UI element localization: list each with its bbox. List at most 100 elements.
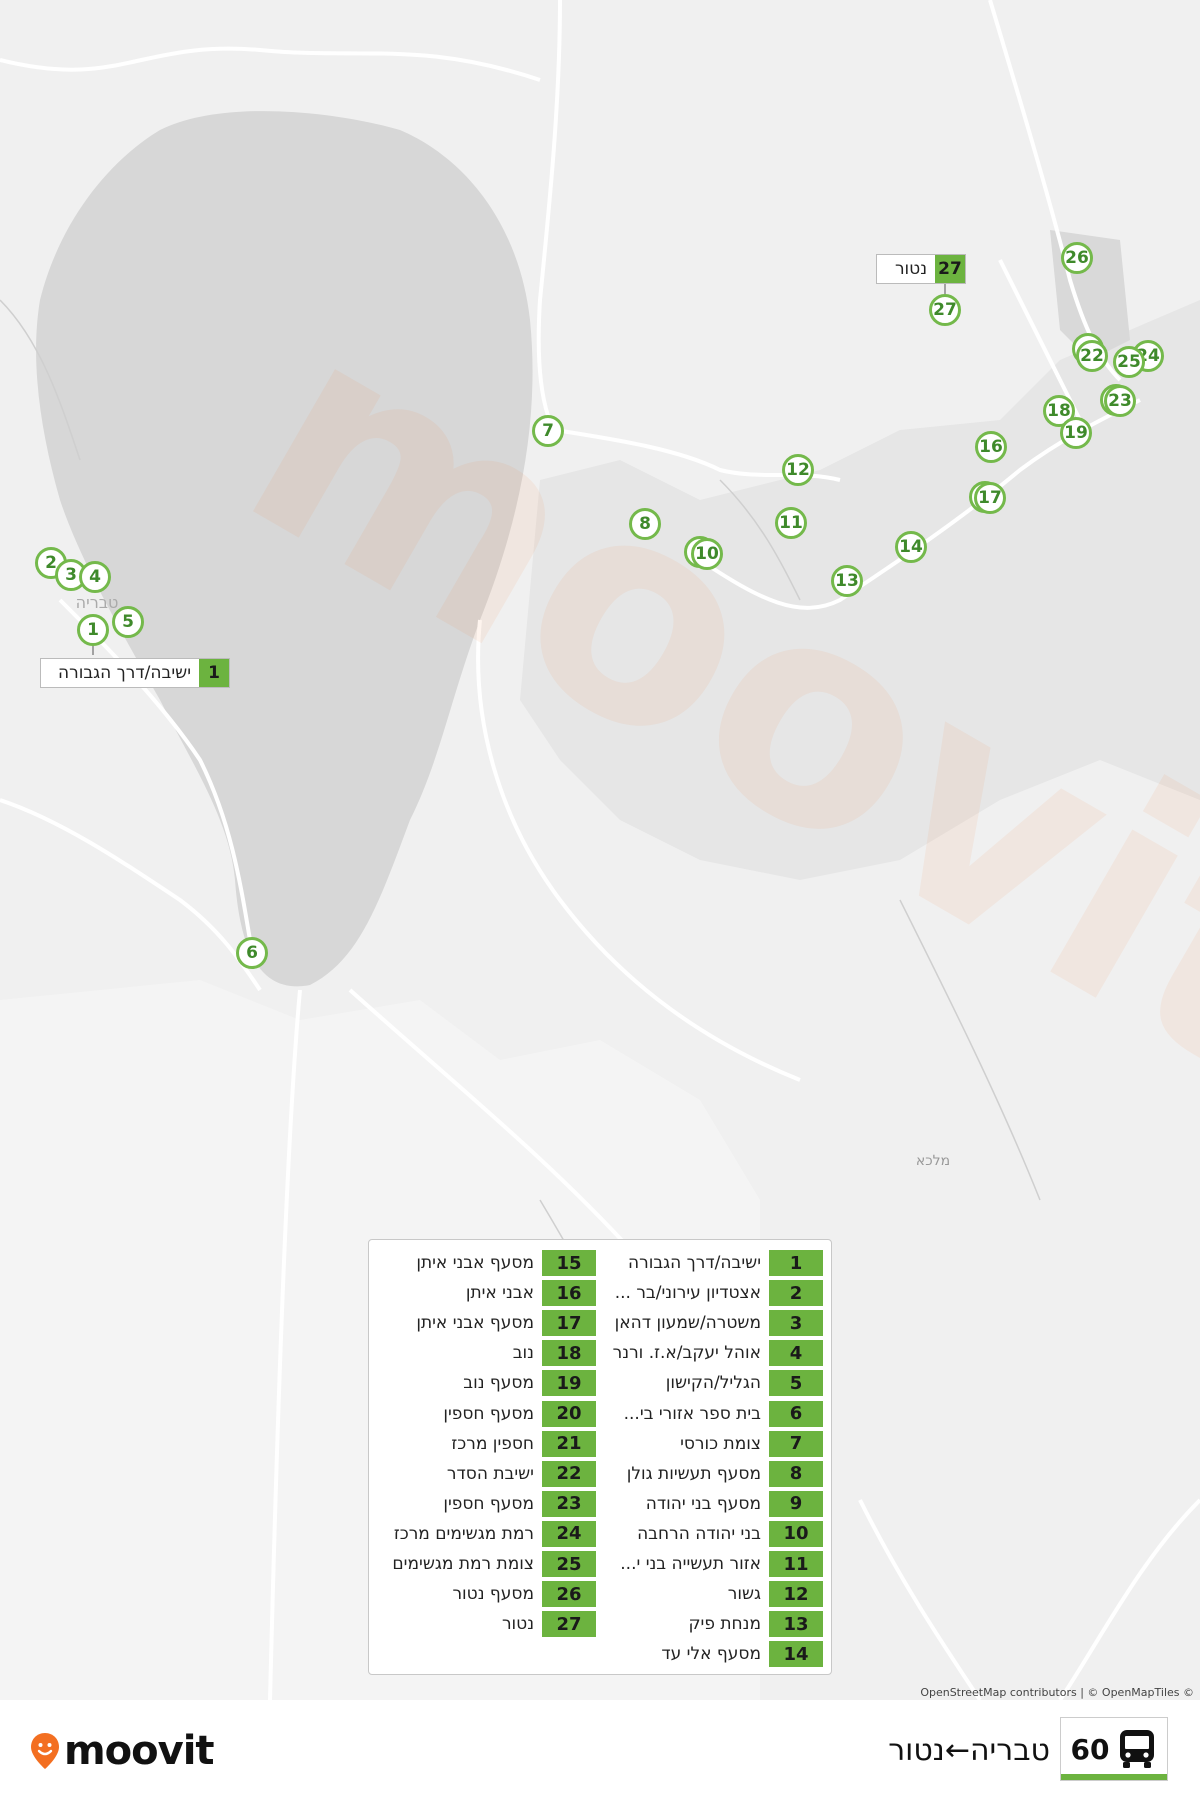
stop-marker-17[interactable]: 17 xyxy=(974,482,1006,514)
legend-stop-name: צומת רמת מגשימים xyxy=(392,1554,534,1574)
stop-marker-11[interactable]: 11 xyxy=(775,507,807,539)
legend-row[interactable]: 24 רמת מגשימים מרכז xyxy=(362,1520,596,1547)
legend-stop-number: 14 xyxy=(769,1641,823,1668)
stop-marker-23[interactable]: 23 xyxy=(1104,385,1136,417)
legend-stop-name: בית ספר אזורי בי... xyxy=(623,1403,761,1424)
legend-row[interactable]: 23 מסעף חספין xyxy=(362,1490,596,1517)
east-place-label: מלכא xyxy=(916,1153,950,1169)
location-pin-icon xyxy=(31,1733,59,1769)
legend-stop-number: 18 xyxy=(542,1340,596,1367)
legend-stop-number: 3 xyxy=(769,1310,823,1337)
legend-stop-name: אוהל יעקב/א.ז. ורנר xyxy=(612,1343,761,1364)
legend-row[interactable]: 14 מסעף אלי עד xyxy=(589,1641,823,1668)
legend-stop-number: 7 xyxy=(769,1430,823,1457)
stop-marker-19[interactable]: 19 xyxy=(1060,417,1092,449)
legend-stop-number: 15 xyxy=(542,1250,596,1276)
legend-row[interactable]: 22 ישיבת הסדר xyxy=(362,1460,596,1487)
legend-stop-name: אבני איתן xyxy=(465,1283,534,1304)
legend-row[interactable]: 5 הגליל/הקישון xyxy=(589,1370,823,1397)
legend-row[interactable]: 27 נטור xyxy=(362,1611,596,1638)
route-title: טבריה←נטור xyxy=(888,1733,1050,1768)
legend-row[interactable]: 25 צומת רמת מגשימים xyxy=(362,1551,596,1577)
legend-row[interactable]: 17 מסעף אבני איתן xyxy=(362,1310,596,1337)
legend-stop-number: 27 xyxy=(542,1611,596,1638)
legend-row[interactable]: 19 מסעף נוב xyxy=(362,1370,596,1397)
legend-stop-name: נטור xyxy=(501,1614,534,1635)
legend-stop-name: מסעף בני יהודה xyxy=(645,1493,761,1514)
legend-stop-name: משטרה/שמעון דהאן xyxy=(614,1313,761,1334)
start-stop-name: ישיבה/דרך הגבורה xyxy=(58,663,191,683)
legend-stop-name: ישיבה/דרך הגבורה xyxy=(628,1253,761,1273)
legend-stop-number: 21 xyxy=(542,1430,596,1457)
legend-row[interactable]: 11 אזור תעשייה בני י... xyxy=(589,1551,823,1577)
route-accent-bar xyxy=(1061,1774,1167,1780)
legend-stop-name: מסעף חספין xyxy=(443,1493,534,1514)
moovit-logo-text: moovit xyxy=(64,1728,215,1774)
legend-row[interactable]: 10 בני יהודה הרחבה xyxy=(589,1520,823,1547)
legend-stop-number: 4 xyxy=(769,1340,823,1367)
legend-stop-number: 12 xyxy=(769,1581,823,1608)
legend-stop-number: 11 xyxy=(769,1551,823,1577)
route-badge[interactable]: 60 xyxy=(1060,1717,1168,1781)
stop-marker-26[interactable]: 26 xyxy=(1061,242,1093,274)
town-label: טבריה xyxy=(76,593,119,612)
legend-row[interactable]: 21 חספין מרכז xyxy=(362,1430,596,1457)
legend-stop-name: מסעף אבני איתן xyxy=(416,1313,534,1334)
legend-row[interactable]: 16 אבני איתן xyxy=(362,1280,596,1307)
legend-stop-name: בני יהודה הרחבה xyxy=(637,1523,761,1544)
legend-row[interactable]: 13 מנחת פיק xyxy=(589,1611,823,1638)
stop-marker-12[interactable]: 12 xyxy=(782,454,814,486)
start-stop-callout[interactable]: 1 ישיבה/דרך הגבורה xyxy=(40,658,230,688)
bus-icon xyxy=(1120,1730,1155,1768)
stop-marker-25[interactable]: 25 xyxy=(1113,346,1145,378)
legend-row[interactable]: 2 אצטדיון עירוני/בר ... xyxy=(589,1280,823,1307)
stop-marker-14[interactable]: 14 xyxy=(895,531,927,563)
stop-marker-8[interactable]: 8 xyxy=(629,508,661,540)
route-number: 60 xyxy=(1070,1732,1110,1766)
stop-marker-6[interactable]: 6 xyxy=(236,937,268,969)
legend-row[interactable]: 1 ישיבה/דרך הגבורה xyxy=(589,1250,823,1276)
legend-stop-number: 2 xyxy=(769,1280,823,1307)
legend-stop-number: 25 xyxy=(542,1551,596,1577)
stop-marker-5[interactable]: 5 xyxy=(112,606,144,638)
stop-marker-16[interactable]: 16 xyxy=(975,431,1007,463)
legend-stop-number: 13 xyxy=(769,1611,823,1638)
stop-marker-4[interactable]: 4 xyxy=(79,561,111,593)
legend-stop-number: 19 xyxy=(542,1370,596,1397)
legend-row[interactable]: 3 משטרה/שמעון דהאן xyxy=(589,1310,823,1337)
legend-stop-name: מסעף אבני איתן xyxy=(416,1253,534,1273)
legend-stop-name: מסעף חספין xyxy=(443,1403,534,1424)
legend-stop-name: נוב xyxy=(512,1343,534,1364)
legend-stop-name: מנחת פיק xyxy=(688,1614,761,1635)
legend-row[interactable]: 4 אוהל יעקב/א.ז. ורנר xyxy=(589,1340,823,1367)
legend-stop-name: מסעף נוב xyxy=(463,1373,534,1394)
legend-row[interactable]: 26 מסעף נטור xyxy=(362,1581,596,1608)
legend-stop-name: אצטדיון עירוני/בר ... xyxy=(614,1283,761,1304)
legend-stop-number: 6 xyxy=(769,1400,823,1427)
legend-stop-number: 16 xyxy=(542,1280,596,1307)
legend-row[interactable]: 6 בית ספר אזורי בי... xyxy=(589,1400,823,1427)
stop-marker-22[interactable]: 22 xyxy=(1076,340,1108,372)
legend-stop-name: רמת מגשימים מרכז xyxy=(393,1523,534,1544)
legend-stop-name: גשור xyxy=(727,1584,761,1605)
legend-stop-number: 1 xyxy=(769,1250,823,1276)
legend-row[interactable]: 7 צומת כורסי xyxy=(589,1430,823,1457)
legend-stop-name: ישיבת הסדר xyxy=(446,1463,534,1484)
end-stop-callout[interactable]: 27 נטור xyxy=(876,254,966,284)
legend-stop-name: חספין מרכז xyxy=(451,1433,534,1454)
legend-row[interactable]: 20 מסעף חספין xyxy=(362,1400,596,1427)
stop-marker-7[interactable]: 7 xyxy=(532,415,564,447)
legend-stop-name: אזור תעשייה בני י... xyxy=(620,1554,761,1574)
stop-marker-10[interactable]: 10 xyxy=(691,538,723,570)
legend-stop-name: מסעף אלי עד xyxy=(661,1644,761,1665)
stop-marker-1[interactable]: 1 xyxy=(77,614,109,646)
legend-stop-number: 8 xyxy=(769,1460,823,1487)
legend-row[interactable]: 12 גשור xyxy=(589,1581,823,1608)
legend-row[interactable]: 18 נוב xyxy=(362,1340,596,1367)
legend-row[interactable]: 8 מסעף תעשיות גולן xyxy=(589,1460,823,1487)
stop-marker-13[interactable]: 13 xyxy=(831,565,863,597)
legend-row[interactable]: 15 מסעף אבני איתן xyxy=(362,1250,596,1276)
legend-row[interactable]: 9 מסעף בני יהודה xyxy=(589,1490,823,1517)
stop-marker-27[interactable]: 27 xyxy=(929,294,961,326)
legend-stop-name: מסעף תעשיות גולן xyxy=(626,1463,761,1484)
